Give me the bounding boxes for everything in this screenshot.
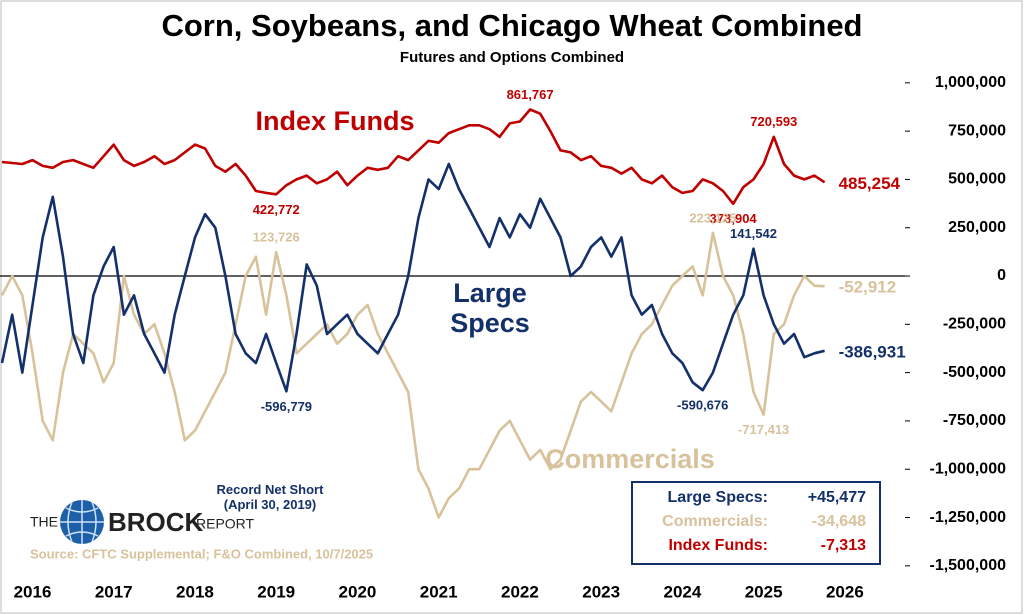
series-line xyxy=(0,231,825,519)
value-label: 141,542 xyxy=(730,226,777,241)
change-label: Large Specs: xyxy=(668,489,768,506)
x-tick-label: 2019 xyxy=(257,582,295,601)
plot xyxy=(0,82,910,567)
y-tick-label: -1,500,000 xyxy=(929,557,1006,574)
value-label: 422,772 xyxy=(253,202,300,217)
y-tick-label: -500,000 xyxy=(943,364,1006,381)
x-tick-label: 2017 xyxy=(95,582,133,601)
value-label: 861,767 xyxy=(507,87,554,102)
change-value: +45,477 xyxy=(808,489,866,506)
x-tick-label: 2018 xyxy=(176,582,214,601)
change-label: Commercials: xyxy=(662,513,768,530)
change-value: -34,648 xyxy=(812,513,866,530)
logo-grid xyxy=(60,500,104,544)
series-label: Commercials xyxy=(545,444,715,474)
value-label: 485,254 xyxy=(839,174,901,193)
x-tick-label: 2021 xyxy=(420,582,458,601)
change-box xyxy=(631,481,881,565)
series-label: Index Funds xyxy=(255,106,415,136)
y-tick-label: 1,000,000 xyxy=(935,74,1006,91)
x-tick-label: 2016 xyxy=(14,582,52,601)
logo-brock: BROCK xyxy=(108,507,204,537)
y-tick-label: -1,250,000 xyxy=(929,509,1006,526)
value-label: 223,125 xyxy=(689,210,736,225)
y-tick-label: 250,000 xyxy=(948,219,1006,236)
chart-subtitle: Futures and Options Combined xyxy=(400,49,624,66)
series-line xyxy=(0,162,825,393)
y-tick-label: 750,000 xyxy=(948,122,1006,139)
y-tick-label: -250,000 xyxy=(943,316,1006,333)
x-tick-label: 2025 xyxy=(745,582,783,601)
change-value: -7,313 xyxy=(821,537,866,554)
value-label: -52,912 xyxy=(839,278,897,297)
value-label: -590,676 xyxy=(677,398,728,413)
value-label: 720,593 xyxy=(750,114,797,129)
x-tick-label: 2020 xyxy=(339,582,377,601)
value-label: -596,779 xyxy=(261,399,312,414)
series-line xyxy=(1,108,826,206)
change-label: Index Funds: xyxy=(668,537,768,554)
value-label: -717,413 xyxy=(738,422,789,437)
logo-the: THE xyxy=(30,514,58,530)
logo-report: REPORT xyxy=(196,516,255,532)
x-tick-label: 2023 xyxy=(582,582,620,601)
chart-title: Corn, Soybeans, and Chicago Wheat Combin… xyxy=(161,8,862,43)
y-tick-label: 500,000 xyxy=(948,171,1006,188)
x-tick-label: 2022 xyxy=(501,582,539,601)
y-tick-label: 0 xyxy=(997,267,1006,284)
x-tick-label: 2026 xyxy=(826,582,864,601)
source: Source: CFTC Supplemental; F&O Combined,… xyxy=(30,546,373,561)
y-tick-label: -750,000 xyxy=(943,412,1006,429)
value-label: 373,904 xyxy=(710,211,758,226)
series-label: Large Specs xyxy=(450,278,530,338)
annotation: Record Net Short (April 30, 2019) xyxy=(216,482,324,512)
value-label: -386,931 xyxy=(839,342,906,361)
value-label: 123,726 xyxy=(253,230,300,245)
x-tick-label: 2024 xyxy=(663,582,701,601)
y-tick-label: -1,000,000 xyxy=(929,460,1006,477)
